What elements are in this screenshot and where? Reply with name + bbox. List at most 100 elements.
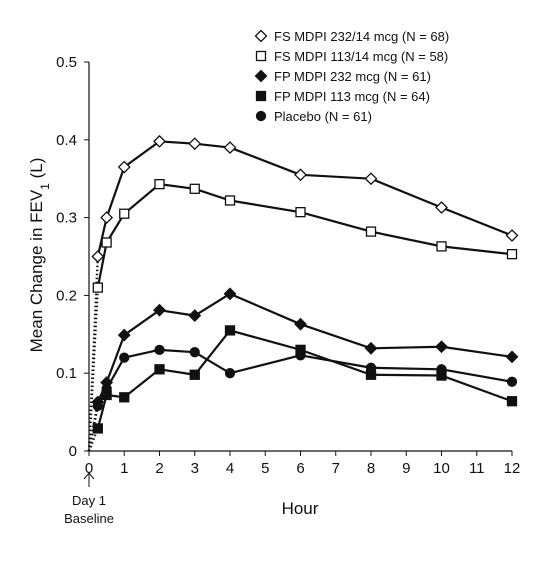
legend: FS MDPI 232/14 mcg (N = 68) FS MDPI 113/1… bbox=[254, 29, 449, 124]
x-tick-label: 2 bbox=[155, 460, 163, 477]
y-tick-label: 0.3 bbox=[56, 210, 77, 227]
series-1-line bbox=[96, 140, 513, 257]
y-axis-title: Mean Change in FEV1 (L) bbox=[27, 158, 52, 353]
series-3-point bbox=[505, 350, 519, 364]
series-3-point bbox=[223, 287, 237, 301]
series-5-point bbox=[101, 383, 112, 394]
baseline-arrow-head bbox=[83, 472, 95, 480]
legend-1-point bbox=[254, 29, 268, 43]
y-tick-label: 0.1 bbox=[56, 365, 77, 382]
series-1-point bbox=[100, 211, 114, 225]
series-4-point bbox=[506, 396, 518, 407]
series-2-point bbox=[154, 178, 165, 190]
series-5-point bbox=[224, 368, 236, 379]
x-axis-title: Hour bbox=[282, 499, 319, 518]
series-2-point bbox=[365, 226, 377, 237]
x-axis-ticks: 0 1 2 3 4 5 6 7 8 9 10 11 12 bbox=[85, 451, 521, 477]
x-tick-label: 6 bbox=[296, 460, 304, 477]
legend-label: FP MDPI 232 mcg (N = 61) bbox=[274, 69, 431, 84]
legend-item: FS MDPI 232/14 mcg (N = 68) bbox=[254, 29, 449, 44]
plot-area bbox=[87, 134, 519, 452]
series-2-line bbox=[96, 183, 513, 288]
series-2-point bbox=[101, 237, 112, 248]
baseline-annotation: Day 1 Baseline bbox=[64, 472, 114, 526]
series-1-point bbox=[91, 250, 105, 263]
series-4-point bbox=[189, 369, 200, 380]
x-tick-label: 3 bbox=[191, 460, 199, 477]
series-5-point bbox=[119, 352, 130, 363]
legend-label: FS MDPI 113/14 mcg (N = 58) bbox=[274, 49, 448, 64]
series-5-line bbox=[96, 348, 513, 407]
x-tick-label: 8 bbox=[367, 460, 375, 477]
legend-item: FS MDPI 113/14 mcg (N = 58) bbox=[255, 49, 448, 64]
x-tick-label: 12 bbox=[504, 460, 521, 477]
legend-4-point bbox=[255, 90, 267, 102]
x-tick-label: 11 bbox=[469, 460, 485, 477]
series-2-point bbox=[506, 249, 518, 260]
series-5-point bbox=[506, 376, 518, 387]
series-4-point bbox=[119, 392, 130, 403]
x-tick-label: 0 bbox=[85, 460, 93, 477]
x-tick-label: 1 bbox=[120, 460, 128, 477]
series-4-point bbox=[154, 364, 165, 375]
series-4-point bbox=[92, 423, 103, 434]
series-5-point bbox=[189, 347, 200, 358]
y-tick-label: 0.5 bbox=[56, 54, 77, 71]
series-1-point bbox=[435, 201, 448, 214]
x-tick-label: 5 bbox=[261, 460, 269, 477]
series-2-point bbox=[436, 241, 447, 252]
series-3-point bbox=[188, 309, 202, 323]
x-tick-label: 7 bbox=[332, 460, 340, 477]
series-1 bbox=[87, 134, 519, 452]
legend-label: Placebo (N = 61) bbox=[274, 109, 372, 124]
series-3-point bbox=[435, 340, 448, 354]
series-1-point bbox=[117, 160, 131, 174]
series-3-point bbox=[294, 317, 307, 331]
y-tick-label: 0.2 bbox=[56, 287, 77, 304]
series-4 bbox=[87, 325, 518, 452]
legend-label: FP MDPI 113 mcg (N = 64) bbox=[274, 89, 430, 104]
series-2-point bbox=[119, 208, 130, 219]
series-1-point bbox=[188, 137, 202, 151]
series-2-point bbox=[189, 183, 200, 194]
legend-item: FP MDPI 232 mcg (N = 61) bbox=[254, 69, 431, 84]
legend-item: FP MDPI 113 mcg (N = 64) bbox=[255, 89, 430, 104]
legend-5-point bbox=[255, 110, 267, 122]
y-tick-label: 0.4 bbox=[56, 132, 77, 149]
y-tick-label: 0 bbox=[69, 443, 77, 460]
series-5-point bbox=[92, 400, 103, 412]
legend-label: FS MDPI 232/14 mcg (N = 68) bbox=[274, 29, 449, 44]
series-2-point bbox=[295, 207, 306, 218]
series-1-point bbox=[294, 168, 307, 182]
series-1-point bbox=[505, 229, 519, 242]
legend-2-point bbox=[255, 50, 267, 62]
series-3-point bbox=[153, 303, 166, 317]
y-axis-title-main: Mean Change in FEV bbox=[27, 189, 46, 352]
series-5 bbox=[87, 344, 518, 452]
series-1-point bbox=[223, 141, 237, 154]
y-axis-ticks: 0 0.1 0.2 0.3 0.4 0.5 bbox=[56, 54, 89, 460]
x-tick-label: 4 bbox=[226, 460, 234, 477]
series-5-point bbox=[436, 364, 447, 375]
series-4-line bbox=[96, 329, 513, 429]
x-tick-label: 10 bbox=[433, 460, 450, 477]
series-2-baseline-segment bbox=[87, 287, 100, 452]
series-3 bbox=[87, 287, 519, 452]
series-5-point bbox=[154, 344, 165, 356]
baseline-note-line2: Baseline bbox=[64, 511, 114, 526]
series-3-line bbox=[96, 292, 513, 403]
legend-item: Placebo (N = 61) bbox=[255, 109, 372, 124]
series-2 bbox=[87, 178, 518, 452]
series-3-point bbox=[364, 341, 378, 355]
series-1-point bbox=[364, 172, 378, 186]
series-3-point bbox=[117, 328, 131, 342]
series-5-point bbox=[295, 350, 306, 361]
series-4-point bbox=[224, 325, 236, 336]
baseline-note-line1: Day 1 bbox=[72, 493, 106, 508]
y-axis-title-subscript: 1 bbox=[38, 183, 52, 190]
y-axis-title-unit: (L) bbox=[27, 158, 46, 184]
series-2-point bbox=[92, 282, 103, 293]
legend-3-point bbox=[254, 69, 268, 83]
series-2-point bbox=[224, 195, 236, 206]
